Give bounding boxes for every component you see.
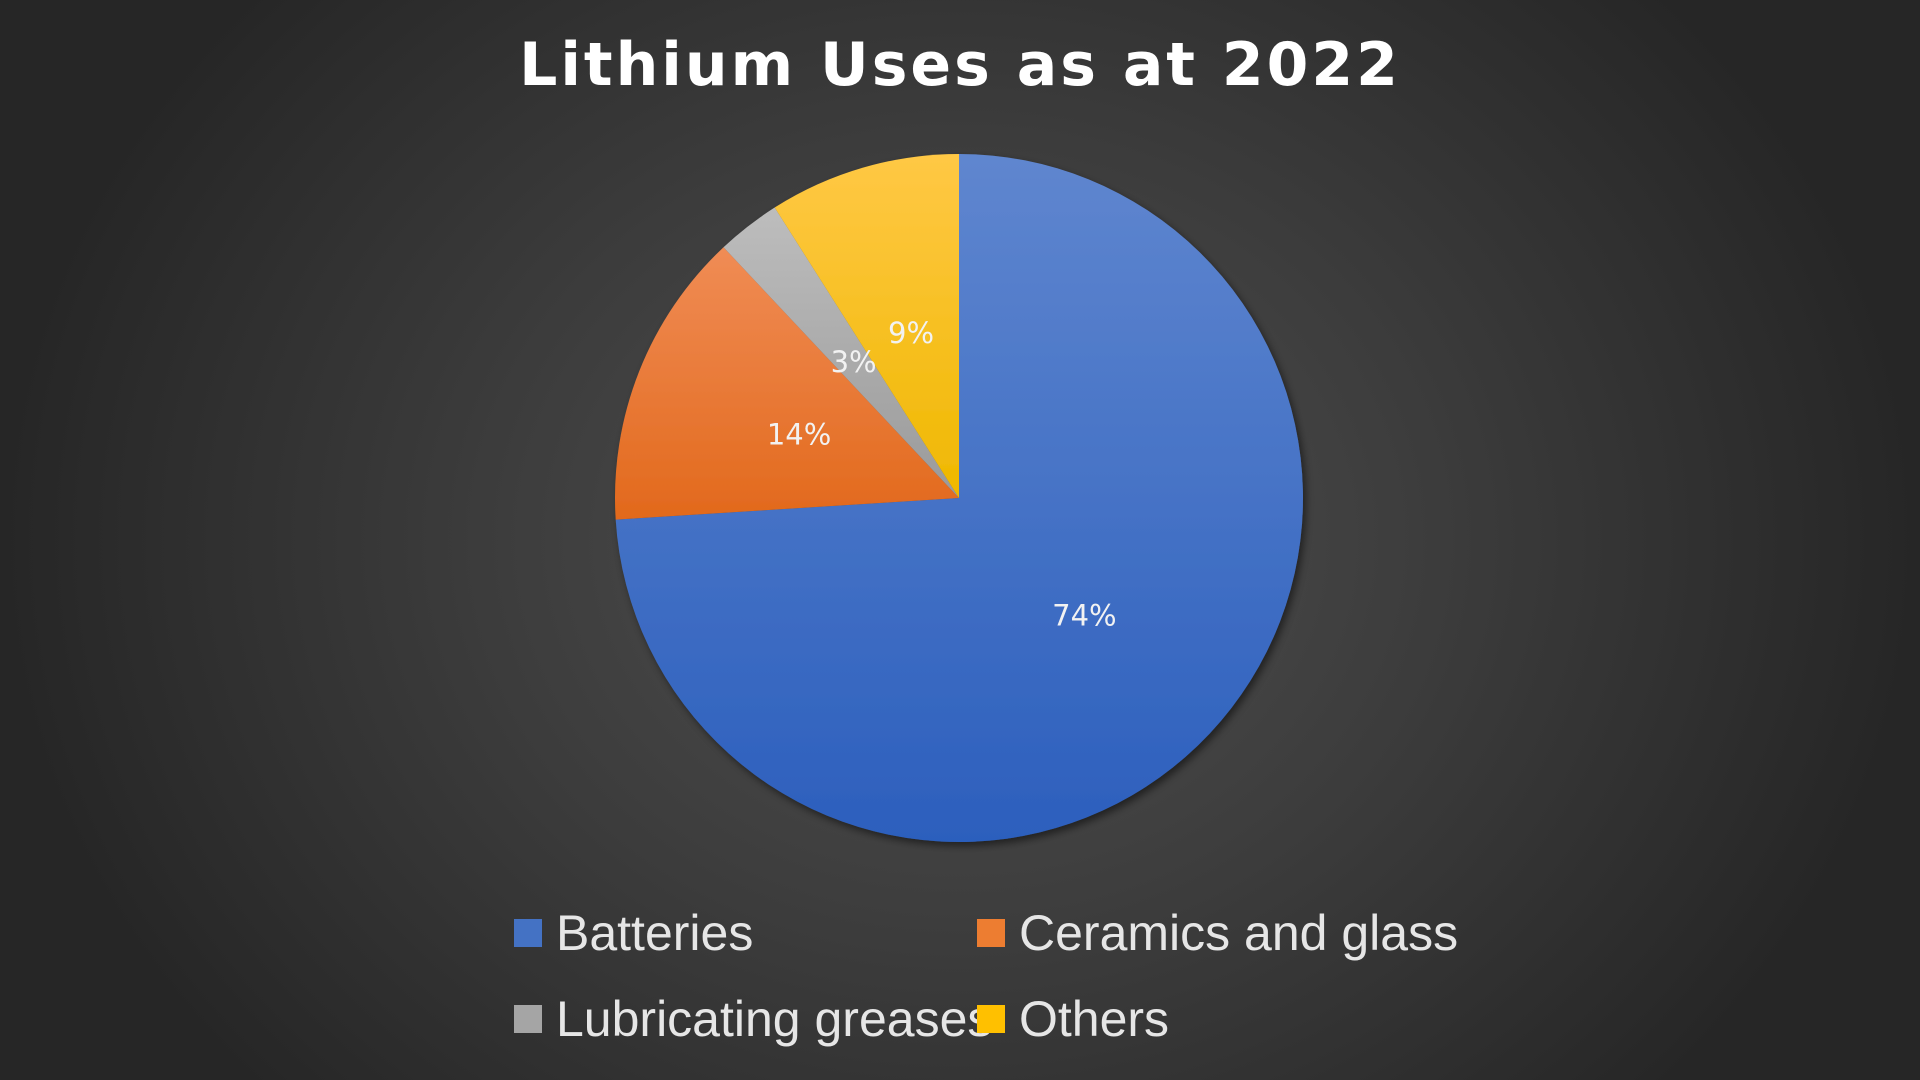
legend-item-others[interactable]: Others <box>977 990 1169 1048</box>
data-label: 14% <box>767 418 831 452</box>
legend-item-lubricating-greases[interactable]: Lubricating greases <box>514 990 992 1048</box>
legend-label: Others <box>1019 991 1170 1047</box>
legend-label: Batteries <box>556 905 754 961</box>
data-label: 9% <box>888 316 934 350</box>
pie-slice-ceramics-and-glass[interactable] <box>615 247 959 520</box>
legend-swatch <box>514 1005 542 1033</box>
legend-label: Ceramics and glass <box>1019 905 1459 961</box>
legend-swatch <box>977 1005 1005 1033</box>
legend-item-ceramics-and-glass[interactable]: Ceramics and glass <box>977 904 1458 962</box>
legend-label: Lubricating greases <box>556 991 993 1047</box>
pie-slice-batteries[interactable] <box>615 154 1303 842</box>
legend-swatch <box>977 919 1005 947</box>
pie-slice-lubricating-greases[interactable] <box>723 207 959 498</box>
legend-item-batteries[interactable]: Batteries <box>514 904 753 962</box>
data-label: 3% <box>831 345 877 379</box>
legend-swatch <box>514 919 542 947</box>
pie-slice-others[interactable] <box>774 154 959 498</box>
data-label: 74% <box>1052 599 1116 633</box>
chart-title: Lithium Uses as at 2022 <box>519 30 1401 100</box>
